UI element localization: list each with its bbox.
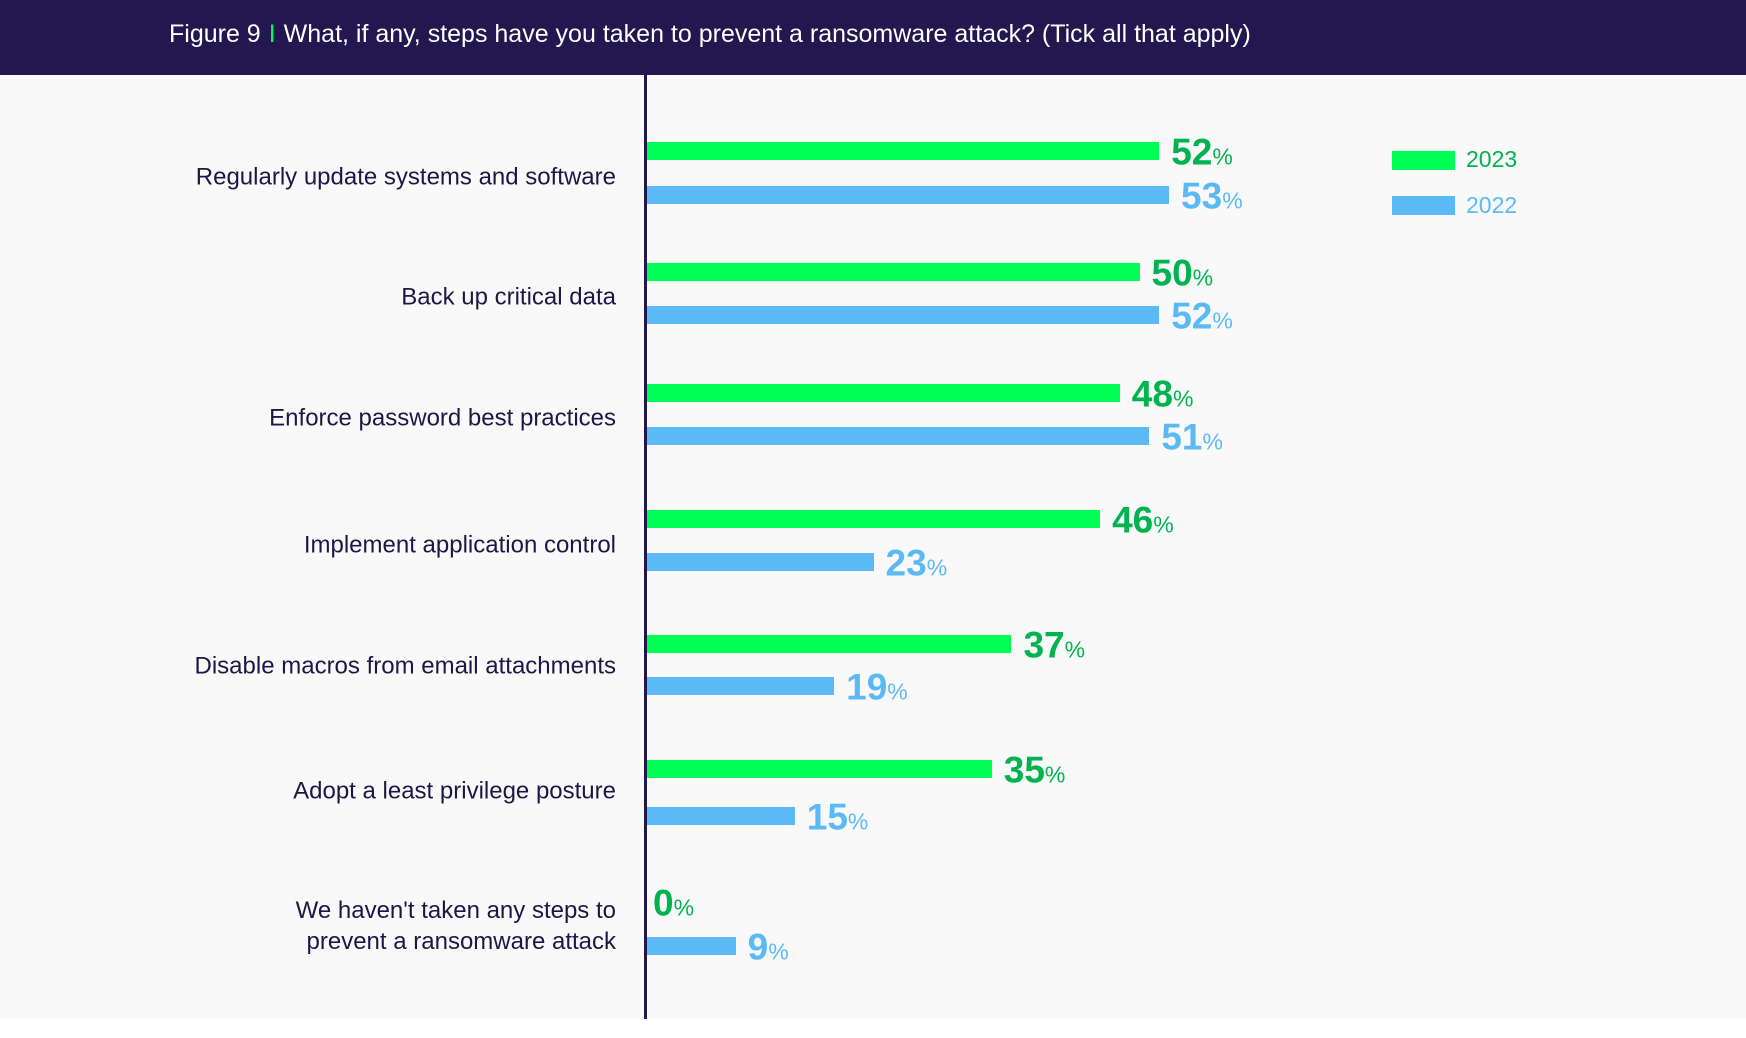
percent-sign: % [1212,143,1233,170]
data-label-2022: 23% [886,545,948,582]
category-label: Disable macros from email attachments [194,652,616,680]
value: 52 [1171,295,1213,337]
bar-2022 [647,937,736,955]
data-label-2023: 0% [653,885,694,922]
data-label-2023: 35% [1004,752,1066,789]
value: 53 [1181,175,1223,217]
bar-2023 [647,142,1160,160]
percent-sign: % [847,808,869,835]
bar-2022 [647,553,874,571]
percent-sign: % [1212,307,1233,334]
value: 50 [1151,252,1193,294]
bar-2023 [647,384,1120,402]
category-label: Implement application control [303,531,616,559]
bar-2023 [647,760,992,778]
data-label-2022: 51% [1161,419,1223,456]
percent-sign: % [768,938,789,965]
legend-swatch-2022 [1392,196,1455,215]
data-label-2022: 19% [846,669,908,706]
percent-sign: % [887,678,908,705]
value: 35 [1003,749,1045,791]
figure-label: Figure 9 [169,20,261,48]
percent-sign: % [1192,264,1214,291]
separator: I [268,20,276,48]
bar-2023 [647,510,1101,528]
percent-sign: % [1044,761,1066,788]
percent-sign: % [673,894,695,921]
value: 19 [846,666,888,708]
bar-2022 [647,677,835,695]
bar-2022 [647,427,1150,445]
data-label-2023: 52% [1171,134,1233,171]
percent-sign: % [1172,385,1194,412]
category-axis-line [644,75,647,1019]
value: 9 [747,926,769,968]
data-label-2022: 15% [807,799,869,836]
value: 46 [1112,499,1154,541]
percent-sign: % [1222,187,1243,214]
category-label: Enforce password best practices [269,404,616,432]
value: 52 [1171,131,1213,173]
figure-title: What, if any, steps have you taken to pr… [283,20,1251,48]
category-label: We haven't taken any steps to prevent a … [295,897,616,955]
percent-sign: % [1202,428,1223,455]
legend-label-2023: 2023 [1466,146,1518,172]
data-label-2022: 53% [1181,178,1243,215]
data-label-2023: 37% [1023,627,1085,664]
bar-2023 [647,263,1140,281]
bar-2022 [647,807,795,825]
figure-header: Figure 9 I What, if any, steps have you ta… [0,0,1746,75]
value: 23 [885,542,927,584]
legend-swatch-2023 [1392,151,1455,170]
legend-label-2022: 2022 [1466,192,1518,218]
bar-2022 [647,306,1160,324]
value: 0 [653,882,674,924]
percent-sign: % [926,554,948,581]
data-label-2023: 50% [1152,255,1214,292]
percent-sign: % [1064,636,1086,663]
category-label: Regularly update systems and software [195,163,616,191]
bar-2022 [647,186,1170,204]
percent-sign: % [1153,511,1174,538]
value: 48 [1131,373,1173,415]
value: 37 [1023,624,1065,666]
value: 15 [806,796,848,838]
bar-2023 [647,635,1012,653]
data-label-2023: 48% [1132,376,1194,413]
data-label-2023: 46% [1112,502,1174,539]
data-label-2022: 52% [1171,298,1233,335]
category-label: Adopt a least privilege posture [293,777,616,805]
value: 51 [1161,416,1203,458]
category-label: Back up critical data [401,283,616,311]
data-label-2022: 9% [748,929,789,966]
plot-area [0,75,1746,1019]
